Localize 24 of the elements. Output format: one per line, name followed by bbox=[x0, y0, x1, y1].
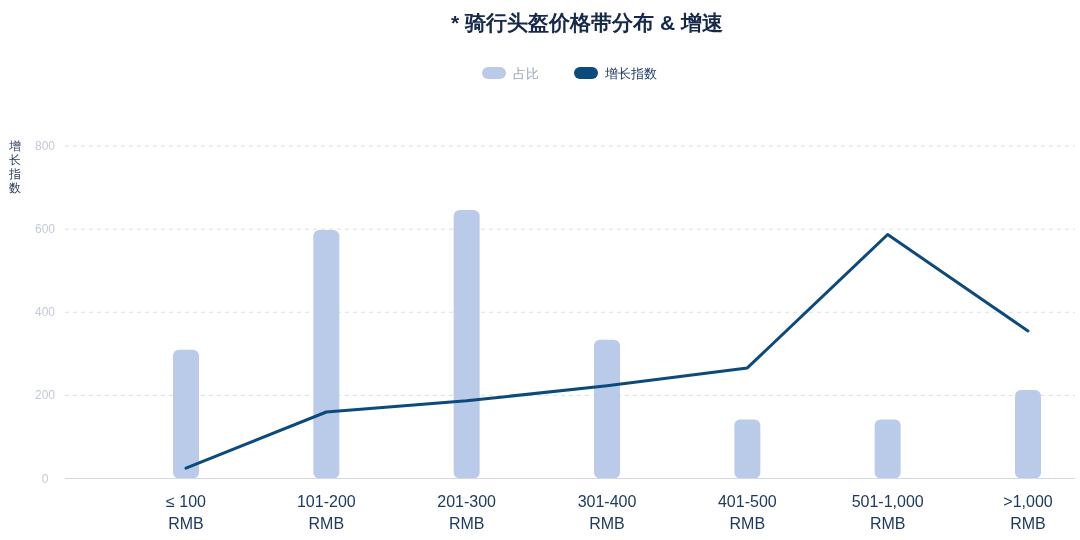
line-series bbox=[184, 233, 1030, 470]
bar bbox=[874, 419, 901, 479]
x-tick-label: 301-400 RMB bbox=[577, 493, 637, 532]
x-tick-label: 401-500 RMB bbox=[717, 493, 777, 532]
y-tick-label: 800 bbox=[34, 139, 56, 153]
chart-title: * 骑行头盔价格带分布 & 增速 bbox=[451, 11, 723, 34]
x-tick-label: >1,000 RMB bbox=[1003, 493, 1053, 532]
x-tick-label: 501-1,000 RMB bbox=[851, 493, 924, 532]
y-tick-label: 0 bbox=[41, 471, 49, 486]
y-tick-label: 400 bbox=[34, 305, 56, 320]
y-tick-label: 200 bbox=[34, 388, 56, 403]
y-axis-title: 增长指数 bbox=[8, 139, 21, 195]
legend-label: 增长指数 bbox=[604, 66, 657, 81]
bar bbox=[313, 229, 340, 479]
x-tick-label: 201-300 RMB bbox=[437, 493, 497, 532]
bar bbox=[173, 349, 199, 479]
x-tick-label: ≤ 100 RMB bbox=[166, 493, 207, 532]
x-tick-label: 101-200 RMB bbox=[296, 493, 356, 532]
bar bbox=[453, 210, 480, 479]
y-tick-label: 600 bbox=[34, 222, 56, 237]
bar bbox=[734, 419, 761, 479]
bar bbox=[594, 339, 620, 479]
legend-label: 占比 bbox=[513, 66, 539, 81]
bar bbox=[1015, 389, 1041, 479]
